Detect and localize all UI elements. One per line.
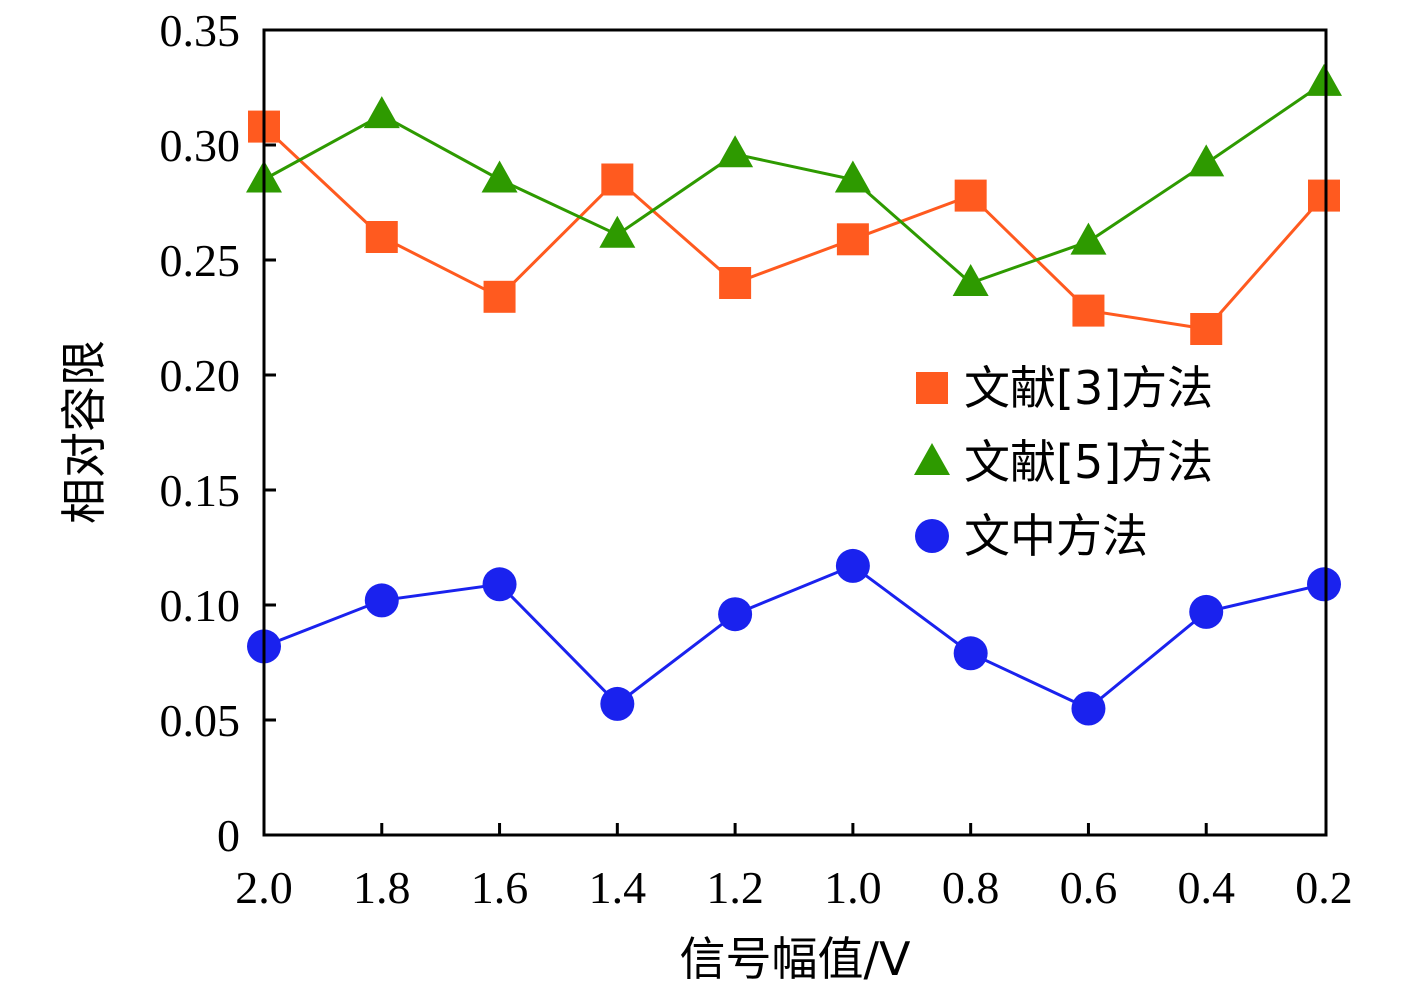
data-point <box>835 548 870 583</box>
series-2 <box>246 63 1342 296</box>
data-point <box>1072 294 1105 327</box>
x-tick-label: 2.0 <box>235 862 293 913</box>
data-point <box>483 280 516 313</box>
data-point <box>363 96 400 129</box>
series-layer <box>246 63 1342 726</box>
legend-label: 文献[3]方法 <box>964 361 1213 415</box>
legend-label: 文中方法 <box>964 509 1148 563</box>
y-axis-title: 相对容限 <box>57 340 111 524</box>
plot-frame <box>262 28 1328 837</box>
series-1 <box>248 110 1340 345</box>
data-point <box>952 264 989 296</box>
data-point <box>1307 567 1341 602</box>
data-point <box>1190 313 1223 345</box>
data-point <box>364 583 399 618</box>
x-tick-label: 0.2 <box>1295 862 1353 913</box>
x-tick-label: 1.2 <box>706 862 764 913</box>
x-tick-label: 0.8 <box>942 862 1000 913</box>
data-point <box>1189 594 1224 629</box>
data-point <box>718 597 753 632</box>
legend-marker <box>916 372 948 404</box>
data-point <box>834 160 871 193</box>
data-point <box>836 223 869 256</box>
data-point <box>1306 63 1342 96</box>
y-tick-label: 0.15 <box>160 465 241 516</box>
x-tick-label: 1.6 <box>471 862 529 913</box>
data-point <box>482 567 517 602</box>
data-point <box>365 221 398 253</box>
x-tick-label: 1.0 <box>824 862 882 913</box>
data-point <box>953 636 988 671</box>
y-tick-label: 0.25 <box>160 235 241 286</box>
y-tick-label: 0.35 <box>160 5 241 56</box>
x-axis-title: 信号幅值/V <box>680 932 911 986</box>
series-line <box>263 564 1325 711</box>
legend-marker <box>915 519 949 553</box>
y-axis-ticks: 0 0.05 0.10 0.15 0.20 0.25 0.30 0.35 <box>160 5 276 861</box>
y-tick-label: 0 <box>217 810 240 861</box>
legend-label: 文献[5]方法 <box>964 435 1213 489</box>
data-point <box>1070 222 1107 255</box>
series-line <box>263 81 1325 285</box>
data-point <box>1071 691 1106 726</box>
y-tick-label: 0.30 <box>160 120 241 171</box>
x-tick-label: 1.4 <box>589 862 647 913</box>
data-point <box>599 215 636 248</box>
x-tick-label: 0.4 <box>1177 862 1235 913</box>
data-point <box>1188 144 1225 177</box>
y-tick-label: 0.10 <box>160 580 241 631</box>
data-point <box>600 686 635 721</box>
x-tick-label: 0.6 <box>1060 862 1118 913</box>
data-point <box>719 267 752 299</box>
y-tick-label: 0.20 <box>160 350 241 401</box>
data-point <box>1308 179 1340 212</box>
y-tick-label: 0.05 <box>160 695 241 746</box>
data-point <box>481 160 518 193</box>
data-point <box>717 135 754 168</box>
legend-marker <box>914 443 950 475</box>
series-line <box>262 125 1326 331</box>
x-axis-ticks: 2.0 1.8 1.6 1.4 1.2 1.0 0.8 0.6 0.4 0.2 <box>235 823 1353 913</box>
data-point <box>954 179 987 212</box>
data-point <box>601 163 634 196</box>
series-3 <box>247 548 1341 726</box>
x-tick-label: 1.8 <box>353 862 411 913</box>
